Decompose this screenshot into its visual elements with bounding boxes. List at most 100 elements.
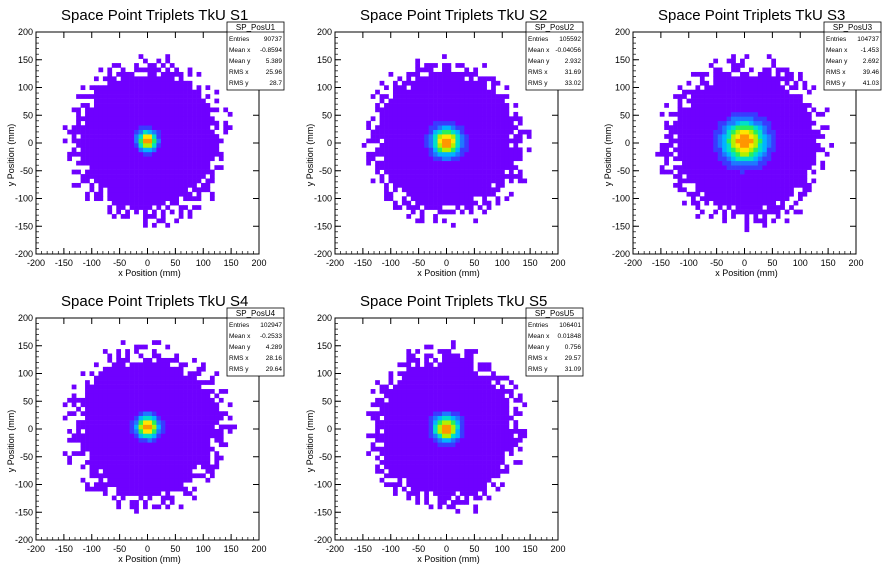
heatmap-bin <box>138 147 144 153</box>
heatmap-bin <box>815 147 821 153</box>
heatmap-bin <box>134 371 139 377</box>
heatmap-bin <box>433 411 438 416</box>
heatmap-bin <box>151 134 157 139</box>
heatmap-bin <box>183 491 188 496</box>
heatmap-bin <box>753 151 759 157</box>
heatmap-bin <box>446 67 452 73</box>
stats-name: SP_PosU2 <box>535 23 575 32</box>
heatmap-bin <box>125 143 130 148</box>
heatmap-bin <box>713 116 719 122</box>
heatmap-bin <box>384 464 389 470</box>
heatmap-bin <box>473 187 479 193</box>
heatmap-bin <box>410 94 416 99</box>
heatmap-bin <box>209 143 215 148</box>
heatmap-bin <box>415 442 421 448</box>
heatmap-bin <box>178 71 184 77</box>
heatmap-bin <box>428 103 434 108</box>
heatmap-bin <box>76 406 81 412</box>
heatmap-bin <box>169 151 175 157</box>
heatmap-bin <box>704 178 710 184</box>
heatmap-bin <box>766 80 772 86</box>
heatmap-bin <box>178 460 184 465</box>
heatmap-bin <box>397 442 403 448</box>
heatmap-bin <box>468 111 474 117</box>
heatmap-bin <box>102 415 108 421</box>
heatmap-bin <box>677 111 683 117</box>
heatmap-bin <box>165 205 171 210</box>
heatmap-bin <box>120 380 126 385</box>
heatmap-bin <box>147 205 153 210</box>
heatmap-bin <box>102 442 108 448</box>
heatmap-bin <box>187 71 193 77</box>
heatmap-bin <box>762 107 768 113</box>
heatmap-bin <box>151 143 157 148</box>
heatmap-bin <box>160 437 166 443</box>
heatmap-bin <box>428 120 434 126</box>
heatmap-bin <box>169 129 175 135</box>
heatmap-bin <box>174 107 180 113</box>
heatmap-bin <box>125 371 130 377</box>
heatmap-bin <box>138 134 144 139</box>
heatmap-bin <box>147 366 153 372</box>
heatmap-bin <box>802 147 808 153</box>
heatmap-bin <box>187 491 193 496</box>
heatmap-bin <box>468 182 474 188</box>
heatmap-bin <box>415 94 421 99</box>
heatmap-bin <box>397 94 403 99</box>
heatmap-bin <box>437 156 443 162</box>
heatmap-bin <box>428 85 434 91</box>
heatmap-bin <box>513 165 519 170</box>
heatmap-bin <box>664 103 669 108</box>
heatmap-bin <box>397 107 403 113</box>
heatmap-bin <box>504 116 510 122</box>
heatmap-bin <box>477 169 483 175</box>
heatmap-bin <box>419 169 425 175</box>
heatmap-bin <box>361 143 367 148</box>
heatmap-bin <box>477 143 483 148</box>
heatmap-bin <box>668 169 674 175</box>
heatmap-bin <box>125 393 130 399</box>
heatmap-bin <box>677 169 683 175</box>
heatmap-bin <box>120 491 126 496</box>
heatmap-bin <box>85 107 90 113</box>
heatmap-bin <box>704 187 710 193</box>
heatmap-bin <box>151 196 157 202</box>
heatmap-bin <box>468 357 474 363</box>
heatmap-bin <box>486 187 492 193</box>
heatmap-bin <box>437 111 443 117</box>
heatmap-bin <box>67 455 72 461</box>
heatmap-bin <box>477 147 483 153</box>
heatmap-bin <box>811 178 817 184</box>
heatmap-bin <box>459 143 465 148</box>
heatmap-bin <box>218 151 224 157</box>
heatmap-bin <box>165 143 171 148</box>
heatmap-bin <box>134 196 139 202</box>
heatmap-bin <box>740 71 745 77</box>
heatmap-bin <box>160 89 166 95</box>
heatmap-bin <box>178 455 184 461</box>
heatmap-bin <box>156 67 162 73</box>
heatmap-bin <box>455 71 461 77</box>
heatmap-bin <box>392 107 398 113</box>
heatmap-bin <box>775 196 781 202</box>
heatmap-bin <box>384 473 389 479</box>
heatmap-bin <box>428 353 434 359</box>
heatmap-bin <box>192 151 197 157</box>
heatmap-bin <box>178 433 184 439</box>
heatmap-bin <box>731 111 736 117</box>
heatmap-bin <box>419 85 425 91</box>
heatmap-bin <box>433 468 438 474</box>
heatmap-bin <box>500 174 505 179</box>
heatmap-bin <box>415 120 421 126</box>
heatmap-bin <box>464 429 470 434</box>
heatmap-bin <box>766 107 772 113</box>
heatmap-bin <box>708 138 714 144</box>
heatmap-bin <box>731 76 736 82</box>
heatmap-bin <box>107 111 113 117</box>
heatmap-bin <box>76 437 81 443</box>
heatmap-bin <box>482 169 487 175</box>
heatmap-bin <box>464 380 470 385</box>
heatmap-bin <box>446 464 452 470</box>
heatmap-bin <box>165 165 171 170</box>
heatmap-bin <box>205 103 211 108</box>
